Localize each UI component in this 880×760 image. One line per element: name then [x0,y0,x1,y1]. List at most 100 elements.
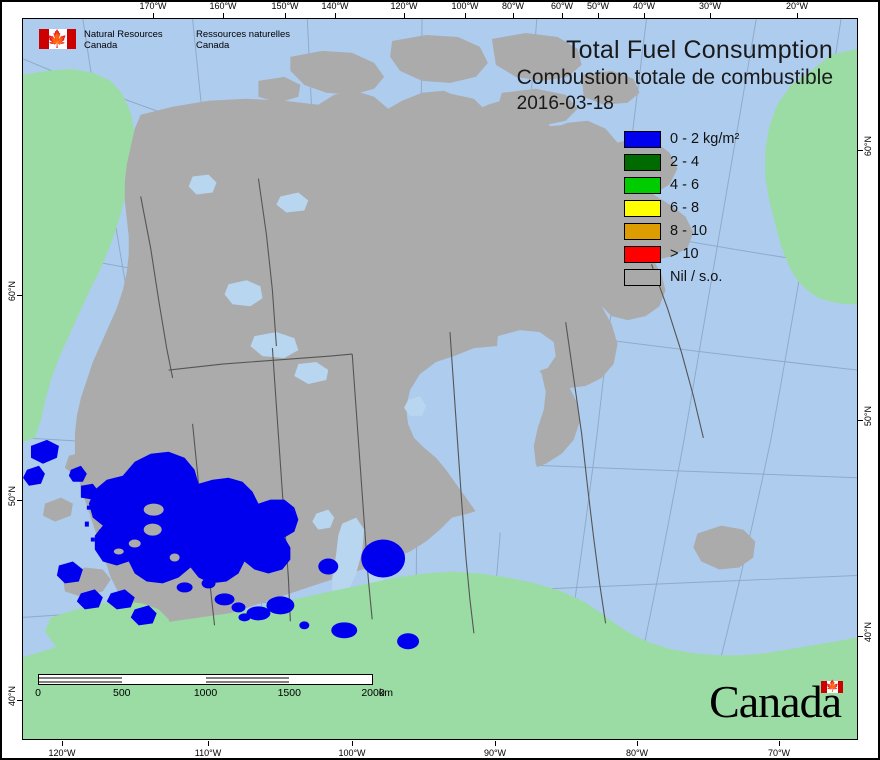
agency-fr-line2: Canada [196,40,230,51]
scale-label: 500 [112,687,131,699]
axis-tick-mark [465,13,466,18]
axis-tick-label: 100°W [451,1,479,11]
axis-tick-label: 60°W [550,1,574,11]
axis-tick-label: 120°W [390,1,418,11]
axis-tick-mark [285,13,286,18]
axis-tick-mark [858,150,863,151]
axis-tick-mark [335,13,336,18]
legend-label: 8 - 10 [670,223,708,239]
legend-item-0: 0 - 2 kg/m² [624,128,739,151]
canadian-flag-icon: 🍁 [821,681,843,693]
axis-tick-mark [562,13,563,18]
axis-tick-label: 80°W [625,748,649,758]
agency-fr-line1: Ressources naturelles [196,29,290,40]
arctic-islands [258,32,640,169]
provincial-borders [140,178,704,634]
canadian-flag-icon: 🍁 [39,29,76,49]
canada-wordmark: Canada 🍁 [709,676,843,727]
interior-lakes [188,174,427,606]
legend-swatch [624,154,661,171]
legend-label: > 10 [670,246,699,262]
axis-tick-mark [352,741,353,746]
axis-tick-mark [223,13,224,18]
axis-tick-label: 160°W [209,1,237,11]
axis-tick-mark [404,13,405,18]
scale-label: 0 [35,687,41,699]
axis-tick-mark [513,13,514,18]
axis-tick-label: 170°W [139,1,167,11]
axis-tick-mark [644,13,645,18]
legend-item-6: Nil / s.o. [624,266,739,289]
agency-en-line2: Canada [84,40,118,51]
legend-label: 2 - 4 [670,154,700,170]
scale-segment [205,675,289,684]
axis-tick-mark [637,741,638,746]
agency-name-fr: Ressources naturelles Canada [196,29,300,51]
map-date: 2016-03-18 [516,93,614,114]
legend-label: 4 - 6 [670,177,700,193]
page-subtitle-fr: Combustion totale de combustible [516,66,833,89]
scale-segment [39,675,123,684]
legend-swatch [624,269,661,286]
axis-tick-mark [208,741,209,746]
scale-bar-segments [38,674,373,685]
axis-tick-label: 20°W [785,1,809,11]
nrcan-signature: 🍁 Natural Resources Canada Ressources na… [39,29,300,51]
axis-tick-mark [17,500,22,501]
newfoundland-landmass [693,525,756,570]
axis-tick-label: 150°W [271,1,299,11]
map-canvas[interactable]: 🍁 Natural Resources Canada Ressources na… [22,18,858,740]
usa-landmass [23,571,857,739]
agency-en-line1: Natural Resources [84,29,163,40]
axis-tick-mark [153,13,154,18]
axis-tick-label: 70°W [767,748,791,758]
wordmark-label: Canada [709,676,842,727]
axis-tick-mark [710,13,711,18]
axis-tick-mark [62,741,63,746]
legend-swatch [624,223,661,240]
axis-tick-label: 40°W [632,1,656,11]
longitude-axis-bottom: 120°W 110°W 100°W 90°W 80°W 70°W [22,741,858,760]
foxe-basin-water [495,330,556,375]
hudson-bay-water [406,346,556,540]
legend-item-5: > 10 [624,243,739,266]
legend-item-2: 4 - 6 [624,174,739,197]
greenland-landmass [765,48,857,305]
map-title-block: Total Fuel Consumption Combustion totale… [517,35,833,116]
axis-tick-label: 100°W [338,748,366,758]
axis-tick-mark [17,295,22,296]
axis-tick-label: 140°W [321,1,349,11]
agency-name-en: Natural Resources Canada [84,29,188,51]
scale-label: 1500 [277,687,301,699]
legend-label: 6 - 8 [670,200,700,216]
axis-tick-mark [17,700,22,701]
james-bay-water [529,511,558,552]
page-title: Total Fuel Consumption [565,36,833,64]
map-graphics [23,19,857,739]
longitude-axis-top: 170°W 160°W 150°W 140°W 120°W 100°W 80°W 60°W 50… [22,0,858,18]
scale-segment [288,675,372,684]
legend-label: Nil / s.o. [670,269,723,285]
legend-item-1: 2 - 4 [624,151,739,174]
latitude-axis-right: 60°N 50°N 40°N [858,18,880,740]
wordmark-text: Canada 🍁 [709,676,843,727]
latitude-axis-left: 60°N 50°N 40°N [0,18,22,740]
axis-tick-label: 110°W [194,748,222,758]
axis-tick-mark [858,420,863,421]
scale-segment [122,675,206,684]
axis-tick-label: 80°W [501,1,525,11]
legend-swatch [624,246,661,263]
legend-item-3: 6 - 8 [624,197,739,220]
axis-tick-label: 30°W [698,1,722,11]
scale-label: 1000 [193,687,218,699]
legend: 0 - 2 kg/m² 2 - 4 4 - 6 6 - 8 8 - 10 > 10 Nil … [624,128,739,289]
scale-bar: 0 500 1000 1500 2000 km [35,674,393,701]
axis-tick-mark [495,741,496,746]
scale-bar-labels: 0 500 1000 1500 2000 km [35,687,393,701]
fuel-consumption-data [23,439,420,650]
legend-label: 0 - 2 kg/m² [670,131,740,147]
axis-tick-label: 120°W [48,748,76,758]
scale-unit: km [379,687,393,699]
axis-tick-mark [598,13,599,18]
